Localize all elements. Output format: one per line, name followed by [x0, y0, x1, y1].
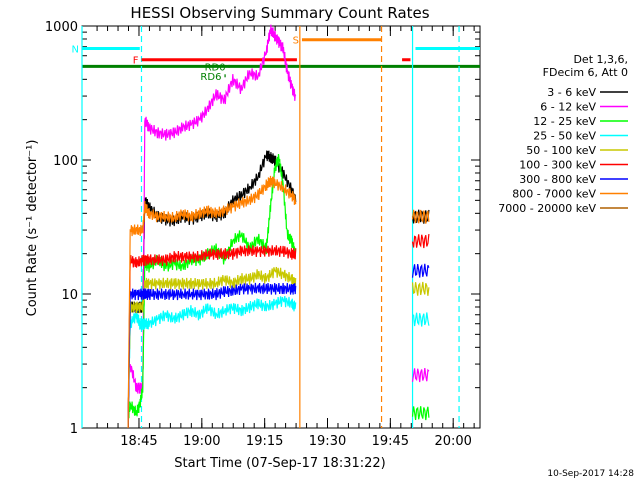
- y-tick-label: 10: [61, 288, 78, 303]
- band-label: S: [293, 36, 299, 47]
- legend-header: FDecim 6, Att 0: [543, 66, 628, 79]
- legend-label: 6 - 12 keV: [540, 101, 596, 114]
- y-tick-label: 1: [70, 422, 78, 437]
- band-label: RD0: [205, 62, 226, 73]
- x-tick-label: 19:15: [246, 434, 283, 449]
- band-label: N: [72, 44, 79, 55]
- legend-header: Det 1,3,6,: [573, 53, 628, 66]
- series-line: [127, 296, 297, 418]
- timestamp: 10-Sep-2017 14:28: [547, 469, 634, 479]
- x-tick-label: 19:00: [183, 434, 220, 449]
- series-line-after-gap: [411, 209, 430, 224]
- series-line-after-gap: [411, 209, 430, 224]
- legend-label: 12 - 25 keV: [533, 115, 596, 128]
- series-line-after-gap: [411, 281, 430, 296]
- legend-label: 3 - 6 keV: [547, 86, 596, 99]
- legend-label: 300 - 800 keV: [519, 173, 596, 186]
- series-line: [127, 175, 297, 429]
- legend-label: 25 - 50 keV: [533, 130, 596, 143]
- x-tick-label: 20:00: [434, 434, 471, 449]
- legend-label: 100 - 300 keV: [519, 159, 596, 172]
- band-label: RD6: [200, 72, 221, 83]
- legend-label: 7000 - 20000 keV: [498, 202, 596, 215]
- plot-area: 1 10 100 1000 18:45 19:00 19:15 19:30 19:45 20:00…: [45, 20, 481, 449]
- legend-label: 50 - 100 keV: [526, 144, 596, 157]
- series-line-after-gap: [412, 312, 430, 327]
- series-line-after-gap: [411, 263, 430, 278]
- series-line: [127, 282, 297, 429]
- series-line-after-gap: [411, 368, 430, 383]
- x-tick-label: 18:45: [120, 434, 157, 449]
- x-tick-label: 19:30: [309, 434, 346, 449]
- y-tick-label: 1000: [45, 20, 78, 35]
- series-line-after-gap: [411, 406, 430, 421]
- chart-title: HESSI Observing Summary Count Rates: [130, 4, 429, 22]
- series-line: [129, 24, 297, 394]
- x-tick-label: 19:45: [372, 434, 409, 449]
- band-label: F: [133, 56, 139, 67]
- series-line-after-gap: [411, 234, 430, 249]
- x-axis-title: Start Time (07-Sep-17 18:31:22): [174, 456, 385, 471]
- legend-label: 800 - 7000 keV: [512, 188, 596, 201]
- series-line: [127, 153, 297, 420]
- y-tick-label: 100: [53, 154, 78, 169]
- legend: Det 1,3,6,FDecim 6, Att 0 3 - 6 keV 6 - 12…: [498, 53, 628, 215]
- series-line: [127, 245, 297, 429]
- y-axis-title: Count Rate (s⁻¹ detector⁻¹): [25, 140, 40, 317]
